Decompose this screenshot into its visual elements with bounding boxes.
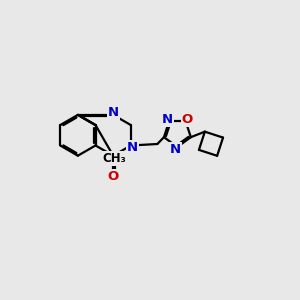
Text: O: O — [108, 170, 119, 183]
Text: N: N — [170, 143, 181, 156]
Text: N: N — [108, 106, 119, 119]
Text: O: O — [182, 112, 193, 125]
Text: N: N — [127, 141, 138, 154]
Text: N: N — [162, 112, 173, 125]
Text: CH₃: CH₃ — [103, 152, 127, 165]
